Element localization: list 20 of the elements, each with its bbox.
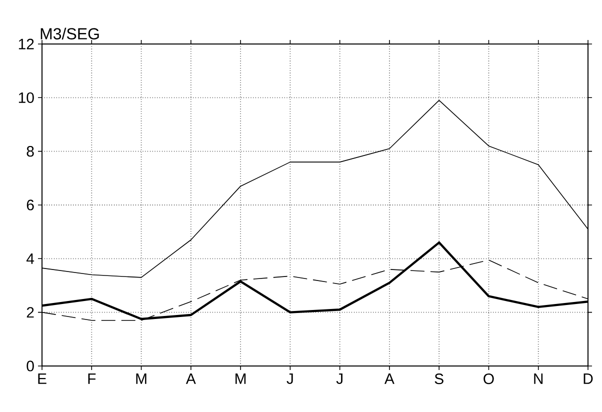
x-tick-label: O bbox=[484, 374, 494, 384]
x-tick-label: S bbox=[434, 374, 444, 384]
y-tick-label: 0 bbox=[26, 360, 34, 372]
y-tick-label: 4 bbox=[26, 253, 34, 264]
x-tick-label: D bbox=[584, 374, 593, 384]
y-tick-label: 6 bbox=[26, 200, 34, 210]
x-tick-label: F bbox=[88, 374, 96, 384]
y-tick-label: 10 bbox=[18, 92, 34, 103]
x-tick-label: E bbox=[38, 374, 46, 384]
x-tick-label: M bbox=[236, 374, 246, 384]
y-axis-title: M3/SEG bbox=[40, 28, 99, 40]
x-tick-label: A bbox=[186, 374, 196, 384]
y-tick-label: 2 bbox=[26, 307, 34, 318]
x-tick-label: N bbox=[534, 374, 543, 384]
y-tick-label: 12 bbox=[18, 38, 34, 50]
x-tick-label: J bbox=[336, 374, 342, 384]
x-tick-label: M bbox=[136, 374, 146, 384]
x-tick-label: A bbox=[384, 374, 394, 384]
y-tick-label: 8 bbox=[26, 146, 34, 157]
x-tick-label: J bbox=[286, 374, 293, 384]
